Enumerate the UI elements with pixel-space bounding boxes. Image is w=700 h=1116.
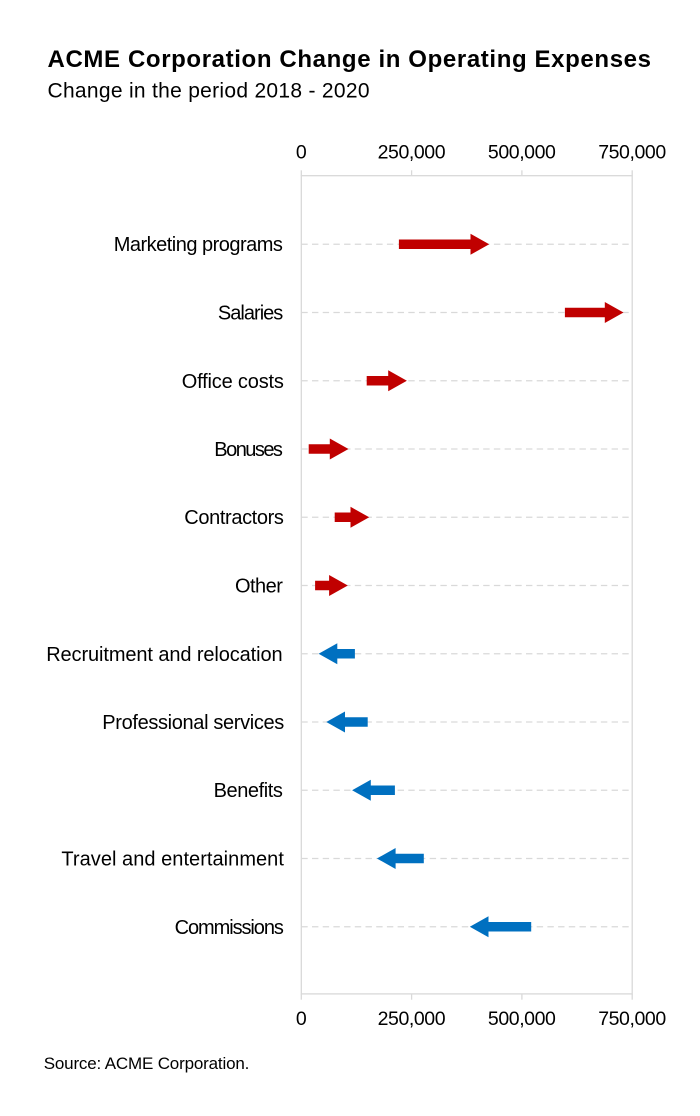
svg-text:750,000: 750,000 — [598, 1008, 666, 1030]
svg-text:0: 0 — [296, 1008, 307, 1030]
svg-text:Bonuses: Bonuses — [214, 439, 283, 461]
svg-text:Source: ACME Corporation.: Source: ACME Corporation. — [44, 1054, 250, 1073]
svg-text:Commissions: Commissions — [175, 917, 284, 939]
svg-text:ACME Corporation Change in Ope: ACME Corporation Change in Operating Exp… — [48, 46, 652, 73]
svg-text:Benefits: Benefits — [214, 780, 283, 802]
svg-text:250,000: 250,000 — [378, 142, 446, 164]
svg-text:Salaries: Salaries — [218, 303, 283, 325]
svg-text:500,000: 500,000 — [488, 1008, 556, 1030]
svg-text:Travel and entertainment: Travel and entertainment — [61, 849, 284, 871]
svg-text:Professional services: Professional services — [102, 712, 284, 734]
svg-text:Other: Other — [235, 576, 283, 598]
svg-text:0: 0 — [296, 142, 307, 164]
svg-text:500,000: 500,000 — [488, 142, 556, 164]
svg-text:Office costs: Office costs — [182, 371, 284, 393]
svg-text:250,000: 250,000 — [378, 1008, 446, 1030]
svg-text:Recruitment and relocation: Recruitment and relocation — [46, 644, 282, 666]
svg-text:Contractors: Contractors — [184, 507, 284, 529]
svg-text:Change in the period 2018 - 20: Change in the period 2018 - 2020 — [48, 79, 370, 102]
svg-text:Marketing programs: Marketing programs — [114, 234, 283, 256]
svg-text:750,000: 750,000 — [598, 142, 666, 164]
